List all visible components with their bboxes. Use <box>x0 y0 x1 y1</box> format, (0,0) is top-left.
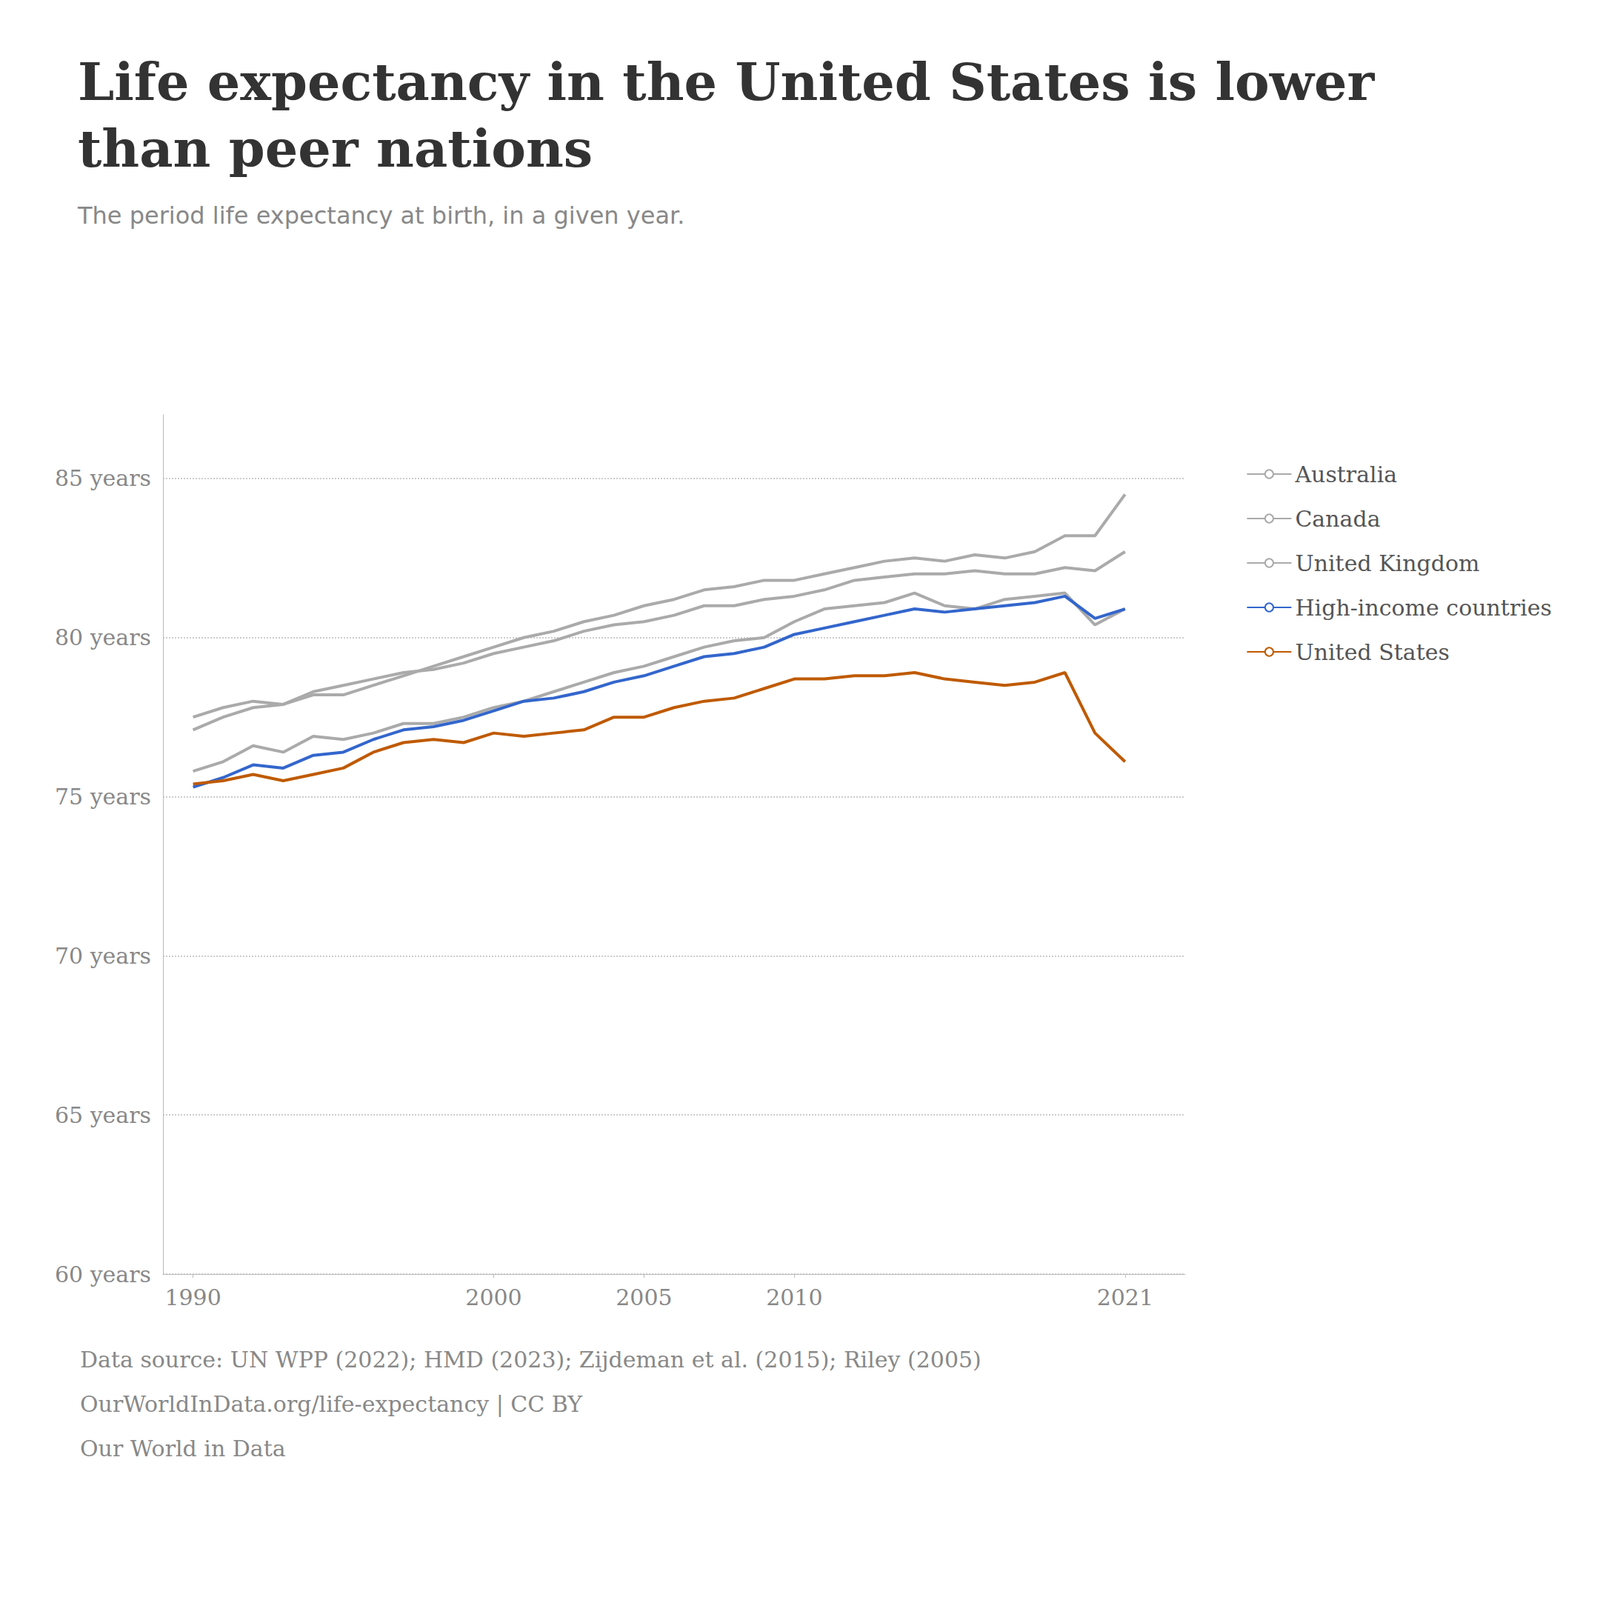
svg-text:Life expectancy in the United: Life expectancy in the United States is … <box>77 51 1393 113</box>
svg-text:High-income countries: High-income countries <box>1294 594 1552 621</box>
svg-text:Canada: Canada <box>1294 505 1380 532</box>
svg-text:OurWorldInData.org/life-expect: OurWorldInData.org/life-expectancy | CC … <box>80 1391 583 1418</box>
svg-text:60 years: 60 years <box>54 1261 152 1288</box>
svg-text:Australia: Australia <box>1294 461 1398 488</box>
svg-text:2000: 2000 <box>465 1284 522 1311</box>
svg-text:2010: 2010 <box>765 1284 823 1311</box>
svg-text:United States: United States <box>1294 639 1449 666</box>
svg-text:The period life expectancy at: The period life expectancy at birth, in … <box>77 201 685 230</box>
svg-text:2005: 2005 <box>615 1284 672 1311</box>
svg-text:United Kingdom: United Kingdom <box>1294 550 1480 577</box>
svg-text:than peer nations: than peer nations <box>77 117 593 180</box>
svg-text:1990: 1990 <box>164 1284 221 1311</box>
svg-text:Data source: UN WPP (2022); HM: Data source: UN WPP (2022); HMD (2023); … <box>80 1346 982 1373</box>
svg-text:65 years: 65 years <box>54 1102 152 1129</box>
svg-text:80 years: 80 years <box>54 624 152 651</box>
svg-text:75 years: 75 years <box>54 783 152 810</box>
svg-text:70 years: 70 years <box>54 942 152 969</box>
svg-text:Our World in Data: Our World in Data <box>80 1435 286 1462</box>
svg-text:2021: 2021 <box>1097 1284 1154 1311</box>
svg-text:85 years: 85 years <box>54 465 152 492</box>
